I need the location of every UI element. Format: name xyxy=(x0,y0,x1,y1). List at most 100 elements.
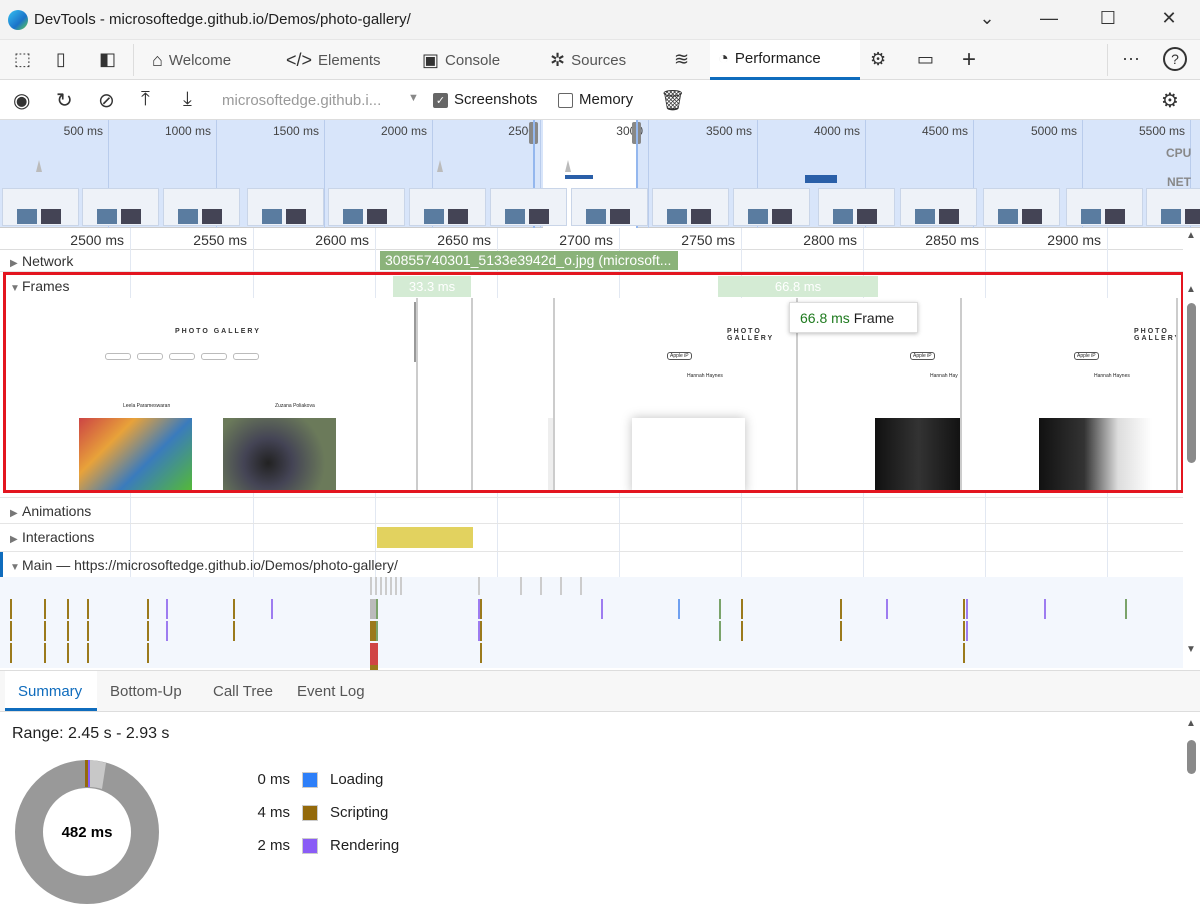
main-track-label[interactable]: ▼ Main — https://microsoftedge.github.io/… xyxy=(10,557,398,573)
screenshot-thumbnail[interactable] xyxy=(328,188,405,226)
flame-event[interactable] xyxy=(840,599,842,619)
screenshot-thumbnail[interactable] xyxy=(571,188,648,226)
screenshot-thumbnail[interactable] xyxy=(818,188,895,226)
tab-welcome[interactable]: ⌂ Welcome xyxy=(152,40,231,80)
flame-task[interactable] xyxy=(580,577,582,595)
flame-event[interactable] xyxy=(44,621,46,641)
maximize-button[interactable]: ☐ xyxy=(1099,8,1117,28)
frame-screenshot[interactable]: PHOTO GALLERY Apple iP Hannah Haynes xyxy=(962,298,1178,490)
flame-task[interactable] xyxy=(375,577,377,595)
tab-bottom-up[interactable]: Bottom-Up xyxy=(110,683,182,700)
minimize-button[interactable]: — xyxy=(1040,8,1058,28)
network-request-bar[interactable]: 30855740301_5133e3942d_o.jpg (microsoft.… xyxy=(380,251,678,270)
flame-event[interactable] xyxy=(719,599,721,619)
flame-event[interactable] xyxy=(10,621,12,641)
tab-console[interactable]: ▣ Console xyxy=(422,40,500,80)
screenshot-thumbnail[interactable] xyxy=(733,188,810,226)
add-tab-icon[interactable]: + xyxy=(962,46,977,73)
flame-event[interactable] xyxy=(966,621,968,641)
flame-event[interactable] xyxy=(370,599,378,619)
dropdown-arrow-icon[interactable]: ▼ xyxy=(408,92,419,104)
flame-event[interactable] xyxy=(67,599,69,619)
flame-event[interactable] xyxy=(44,643,46,663)
dock-icon[interactable]: ◧ xyxy=(99,49,117,69)
animations-track[interactable]: ▶ Animations xyxy=(0,497,1183,524)
flame-event[interactable] xyxy=(1044,599,1046,619)
screenshot-thumbnail[interactable] xyxy=(490,188,567,226)
flame-event[interactable] xyxy=(376,621,378,641)
screenshot-thumbnail[interactable] xyxy=(1146,188,1200,226)
cpu-chip-icon[interactable]: ⚙ xyxy=(870,49,887,69)
screenshot-thumbnail[interactable] xyxy=(409,188,486,226)
scroll-up-icon[interactable]: ▲ xyxy=(1186,230,1196,241)
flame-task[interactable] xyxy=(395,577,397,595)
flame-event[interactable] xyxy=(233,599,235,619)
flame-event[interactable] xyxy=(147,621,149,641)
flame-event[interactable] xyxy=(44,599,46,619)
scroll-up-icon[interactable]: ▲ xyxy=(1186,284,1196,295)
flame-event[interactable] xyxy=(963,643,965,663)
flame-event[interactable] xyxy=(147,643,149,663)
flame-task[interactable] xyxy=(380,577,382,595)
flame-event[interactable] xyxy=(719,621,721,641)
flame-event[interactable] xyxy=(963,599,965,619)
close-button[interactable]: ✕ xyxy=(1161,8,1177,28)
flame-event[interactable] xyxy=(480,621,482,641)
flame-task[interactable] xyxy=(540,577,542,595)
scroll-down-icon[interactable]: ▼ xyxy=(1186,644,1196,655)
flame-task[interactable] xyxy=(390,577,392,595)
download-icon[interactable]: ⤓ xyxy=(183,88,192,110)
record-icon[interactable]: ◉ xyxy=(13,90,31,112)
flame-event[interactable] xyxy=(166,621,168,641)
flame-event[interactable] xyxy=(67,621,69,641)
tab-elements[interactable]: </> Elements xyxy=(286,40,381,80)
help-icon[interactable]: ? xyxy=(1163,47,1187,71)
flame-event[interactable] xyxy=(601,599,603,619)
scrollbar-thumb[interactable] xyxy=(1187,740,1196,774)
flame-event[interactable] xyxy=(147,599,149,619)
profile-select[interactable]: microsoftedge.github.i... xyxy=(222,92,382,109)
flame-event[interactable] xyxy=(478,599,480,619)
flame-event[interactable] xyxy=(87,643,89,663)
flame-event[interactable] xyxy=(233,621,235,641)
memory-checkbox[interactable]: Memory xyxy=(558,91,633,108)
main-track[interactable]: ▼ Main — https://microsoftedge.github.io/… xyxy=(0,552,1183,668)
tab-performance[interactable]: ◔ Performance xyxy=(710,40,860,80)
frame-screenshot[interactable] xyxy=(418,298,473,490)
flame-event[interactable] xyxy=(370,643,378,665)
flame-event[interactable] xyxy=(478,621,480,641)
screenshot-thumbnail[interactable] xyxy=(900,188,977,226)
tab-summary[interactable]: Summary xyxy=(18,683,83,700)
flame-task[interactable] xyxy=(370,577,372,595)
application-icon[interactable]: ▭ xyxy=(917,49,935,69)
flame-event[interactable] xyxy=(886,599,888,619)
flame-event[interactable] xyxy=(480,599,482,619)
inspect-icon[interactable]: ⬚ xyxy=(14,49,32,69)
timeline-overview[interactable]: 500 ms 1000 ms 1500 ms 2000 ms 2500 3000 3500 … xyxy=(0,120,1200,228)
interaction-bar[interactable] xyxy=(377,527,473,548)
interactions-track-label[interactable]: ▶ Interactions xyxy=(10,529,94,545)
frame-screenshot[interactable]: PHOTO GALLERY Leela Parameswaran Zuzana … xyxy=(5,298,418,490)
flame-event[interactable] xyxy=(10,599,12,619)
window-menu-button[interactable]: ⌄ xyxy=(979,8,995,28)
flame-event[interactable] xyxy=(480,643,482,663)
flame-event[interactable] xyxy=(840,621,842,641)
tab-call-tree[interactable]: Call Tree xyxy=(213,683,274,700)
reload-record-icon[interactable]: ↻ xyxy=(56,90,73,112)
flame-event[interactable] xyxy=(678,599,680,619)
flame-event[interactable] xyxy=(271,599,273,619)
frame-screenshot[interactable]: PHOTO GALLERY Apple iP Hannah Haynes xyxy=(555,298,798,490)
flame-event[interactable] xyxy=(67,643,69,663)
flame-event[interactable] xyxy=(87,621,89,641)
screenshot-thumbnail[interactable] xyxy=(163,188,240,226)
screenshots-checkbox[interactable]: ✓ Screenshots xyxy=(433,91,537,108)
flame-task[interactable] xyxy=(478,577,480,595)
network-track-label[interactable]: ▶ Network xyxy=(10,253,73,269)
flame-event[interactable] xyxy=(10,643,12,663)
scroll-up-icon[interactable]: ▲ xyxy=(1186,718,1196,729)
trash-icon[interactable]: 🗑 xyxy=(660,90,686,112)
screenshot-thumbnail[interactable] xyxy=(247,188,324,226)
flame-event[interactable] xyxy=(166,599,168,619)
summary-scrollbar[interactable]: ▲ xyxy=(1183,712,1200,847)
flame-event[interactable] xyxy=(741,599,743,619)
